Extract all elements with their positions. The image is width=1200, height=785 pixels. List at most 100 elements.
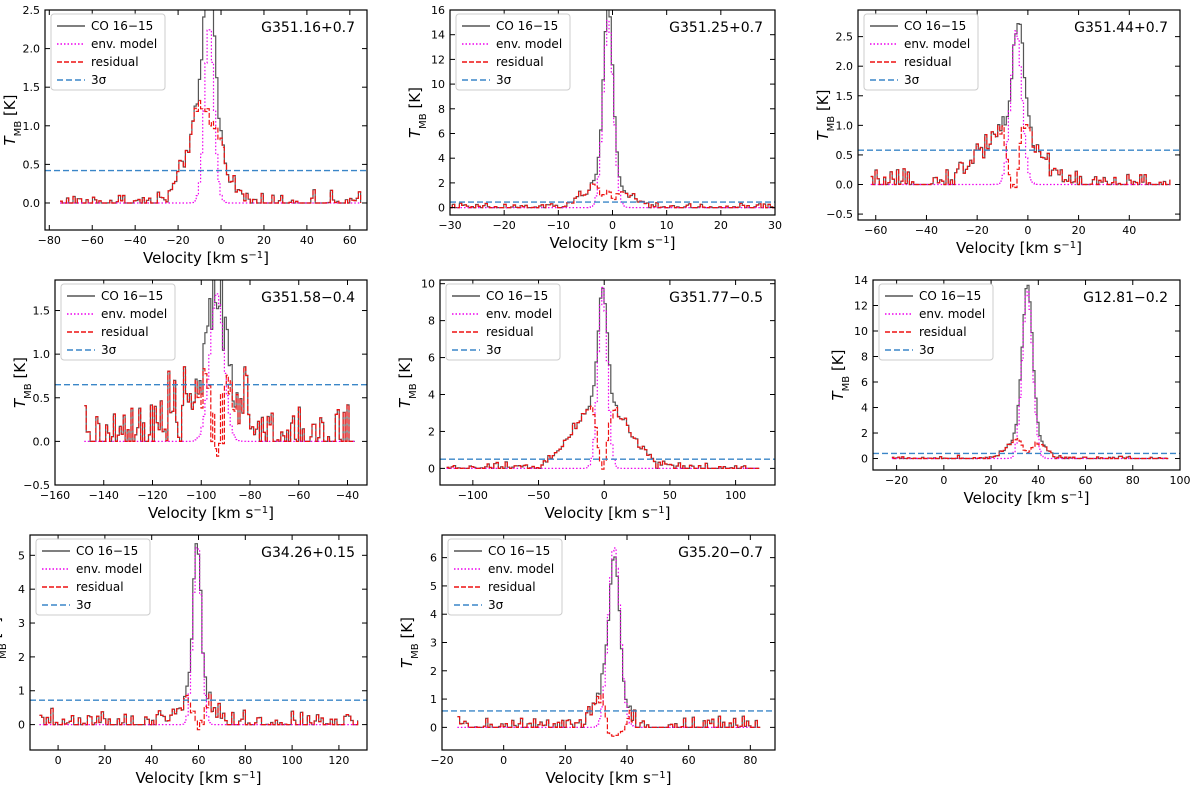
source-name-label: G351.16+0.7 [261,20,355,36]
x-tick-label: 0 [500,754,507,767]
legend-label-sigma: 3σ [488,598,504,612]
x-tick-label: 20 [984,474,998,487]
y-tick-label: 2 [430,665,437,678]
env-model-line [84,293,355,442]
legend-label-residual: residual [496,55,544,69]
legend-label-env: env. model [919,307,985,321]
x-axis-label: Velocity [km s−1] [545,504,671,522]
x-tick-label: −20 [885,474,908,487]
x-tick-label: −40 [124,234,147,247]
y-tick-label: 0.0 [836,179,854,192]
axes-frame [44,9,368,231]
residual-line [446,405,760,470]
legend-label-env: env. model [101,307,167,321]
x-tick-label: 20 [1072,224,1086,237]
y-tick-label: 2 [428,425,435,438]
source-name-label: G351.58−0.4 [261,290,355,306]
residual-line [870,124,1171,189]
axes-frame [857,9,1181,221]
env-model-line [446,286,760,469]
x-tick-label: 20 [714,219,728,232]
legend-label-env: env. model [488,562,554,576]
x-tick-label: 60 [1079,474,1093,487]
residual-line [457,693,761,737]
x-tick-label: 0 [940,474,947,487]
x-tick-label: 40 [1122,224,1136,237]
x-tick-label: −40 [336,489,359,502]
legend-label-residual: residual [76,580,124,594]
x-tick-label: −20 [493,219,516,232]
y-tick-label: 3 [18,617,25,630]
x-axis-label: Velocity [km s−1] [143,249,269,267]
legend-label-co: CO 16−15 [904,19,966,33]
x-tick-label: −80 [238,489,261,502]
x-tick-label: 100 [725,489,746,502]
y-tick-label: 1.0 [33,348,51,361]
spectrum-panel-3: −60 −40 −20 0 20 40 −0.5 0.0 0.5 1.0 1.5 2.0 2.5 Velo… [814,9,1181,257]
y-tick-label: 4 [18,583,25,596]
legend-label-sigma: 3σ [91,73,107,87]
x-tick-label: 80 [238,754,252,767]
y-tick-label: 14 [854,274,868,287]
x-tick-label: 20 [98,754,112,767]
legend-label-co: CO 16−15 [919,289,981,303]
legend-label-env: env. model [904,37,970,51]
x-tick-label: 40 [145,754,159,767]
legend-label-env: env. model [91,37,157,51]
y-tick-label: 12 [854,300,868,313]
x-tick-label: 120 [328,754,349,767]
y-tick-label: 10 [854,325,868,338]
y-tick-label: 5 [18,549,25,562]
x-tick-label: −60 [81,234,104,247]
y-tick-label: 2 [438,177,445,190]
y-tick-label: 1.0 [23,120,41,133]
legend-box [863,13,979,91]
x-tick-label: 100 [1170,474,1191,487]
y-tick-label: −0.5 [23,479,50,492]
x-axis-label: Velocity [km s−1] [956,239,1082,257]
y-tick-label: 0.0 [33,435,51,448]
x-tick-label: 100 [282,754,303,767]
y-tick-label: 2.5 [23,4,41,17]
legend-label-env: env. model [76,562,142,576]
legend-label-residual: residual [486,325,534,339]
legend-label-sigma: 3σ [76,598,92,612]
legend-label-residual: residual [488,580,536,594]
y-tick-label: 2.5 [836,31,854,44]
y-tick-label: 6 [428,352,435,365]
y-tick-label: 0 [18,719,25,732]
legend-label-co: CO 16−15 [488,544,550,558]
x-tick-label: 40 [1031,474,1045,487]
y-tick-label: 6 [438,127,445,140]
y-axis-label: TMB [K] [406,87,429,138]
x-tick-label: 60 [192,754,206,767]
y-tick-label: 1 [430,693,437,706]
legend-label-sigma: 3σ [919,343,935,357]
y-tick-label: 10 [431,78,445,91]
x-axis-label: Velocity [km s−1] [550,234,676,252]
x-tick-label: 20 [257,234,271,247]
x-tick-label: −160 [40,489,70,502]
x-tick-label: 60 [682,754,696,767]
source-name-label: G351.25+0.7 [669,20,763,36]
x-tick-label: −60 [864,224,887,237]
x-tick-label: −100 [458,489,488,502]
legend-label-residual: residual [919,325,967,339]
source-name-label: G35.20−0.7 [678,545,763,561]
residual-line [60,99,362,204]
legend-label-co: CO 16−15 [496,19,558,33]
y-axis-label: TMB [K] [814,90,837,141]
residual-line [450,183,775,209]
x-tick-label: 80 [1126,474,1140,487]
y-tick-label: 16 [431,4,445,17]
x-axis-label: Velocity [km s−1] [148,504,274,522]
legend-label-residual: residual [91,55,139,69]
legend-label-sigma: 3σ [904,73,920,87]
source-name-label: G34.26+0.15 [261,545,355,561]
y-tick-label: 8 [438,103,445,116]
y-tick-label: 1.5 [836,90,854,103]
x-tick-label: 10 [660,219,674,232]
y-tick-label: 12 [431,53,445,66]
spectrum-panel-6: −20 0 20 40 60 80 100 0 2 4 6 8 10 12 14 Velocity [km s… [829,274,1191,507]
